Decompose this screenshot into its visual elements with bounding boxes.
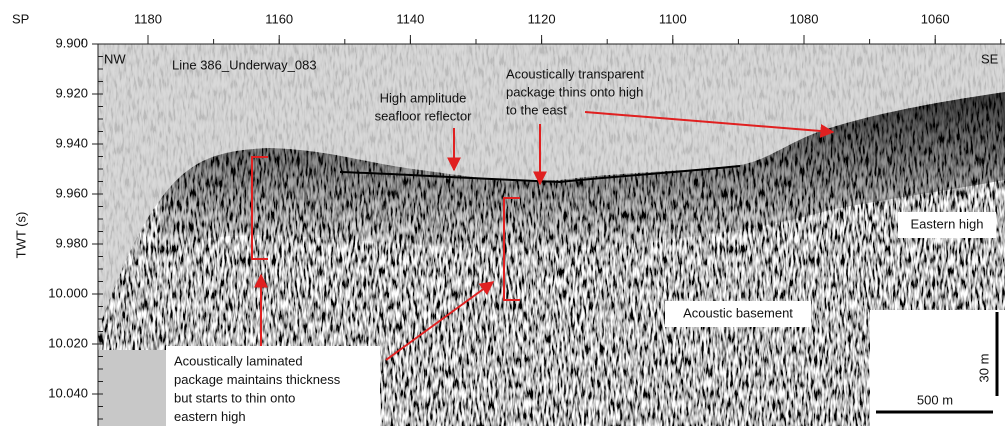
annotation-line: High amplitude xyxy=(380,90,467,105)
line-name: Line 386_Underway_083 xyxy=(172,57,317,72)
basement-label: Acoustic basement xyxy=(683,305,793,320)
sp-tick-label: 1160 xyxy=(265,11,293,26)
sp-tick-label: 1120 xyxy=(528,11,556,26)
twt-tick-label: 10.000 xyxy=(48,285,88,300)
eastern-high-label: Eastern high xyxy=(911,216,984,231)
twt-tick-label: 9.960 xyxy=(55,185,88,200)
twt-tick-label: 10.020 xyxy=(48,335,88,350)
twt-label: TWT (s) xyxy=(13,212,28,259)
sp-tick-label: 1180 xyxy=(134,11,162,26)
twt-tick-label: 9.920 xyxy=(55,85,88,100)
sp-tick-label: 1060 xyxy=(921,11,950,26)
sp-tick-label: 1100 xyxy=(659,11,687,26)
annotation-line: Acoustically laminated xyxy=(174,353,303,368)
annotation-line: to the east xyxy=(506,102,567,117)
annotation-line: but starts to thin onto xyxy=(174,390,295,405)
twt-tick-label: 9.940 xyxy=(55,135,88,150)
annotation-line: eastern high xyxy=(174,409,246,424)
annotation-line: seafloor reflector xyxy=(375,108,472,123)
sp-tick-label: 1140 xyxy=(396,11,424,26)
twt-tick-label: 9.980 xyxy=(55,235,88,250)
twt-tick-label: 10.040 xyxy=(48,385,88,400)
annotation-line: package thins onto high xyxy=(506,84,643,99)
scale-vertical: 30 m xyxy=(976,354,991,383)
annotation-line: Acoustically transparent xyxy=(506,66,644,81)
seismic-figure: SP TWT (s) NW SE Line 386_Underway_083 H… xyxy=(0,0,1005,426)
sp-label: SP xyxy=(12,11,29,26)
se-label: SE xyxy=(981,51,999,66)
annotation-line: package maintains thickness xyxy=(174,372,341,387)
nw-label: NW xyxy=(104,51,126,66)
twt-tick-label: 9.900 xyxy=(55,35,88,50)
scale-horizontal: 500 m xyxy=(917,392,953,407)
sp-tick-label: 1080 xyxy=(790,11,819,26)
